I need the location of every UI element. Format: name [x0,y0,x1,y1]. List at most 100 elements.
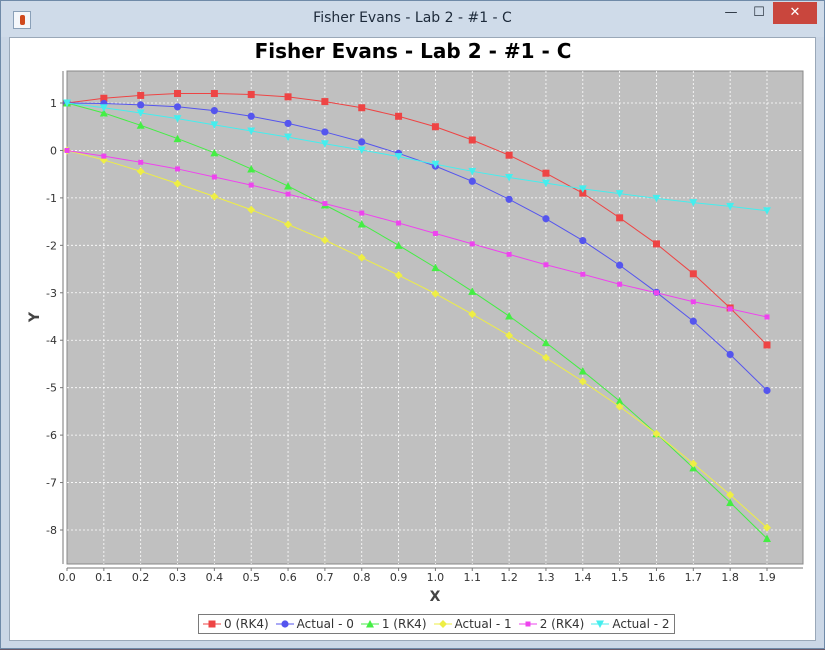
data-point [615,396,624,405]
series-line [66,102,768,212]
data-point [284,182,293,190]
data-point [543,262,549,268]
data-point [578,377,587,386]
x-tick-label: 0.3 [169,571,187,584]
legend-item: Actual - 2 [591,617,670,631]
y-tick-label: 0 [50,144,57,157]
data-point [468,287,477,295]
data-point [615,190,624,198]
data-point [284,93,292,101]
data-point [247,164,256,173]
data-point [652,429,661,438]
java-app-icon[interactable] [13,11,31,29]
legend-swatch [203,620,221,628]
data-point [99,104,108,112]
data-point [248,182,254,188]
data-point [395,112,403,120]
y-tick-label: -7 [46,477,57,490]
series-line [66,102,768,391]
data-point [210,121,219,129]
close-button[interactable]: ✕ [773,2,817,24]
legend-label: Actual - 2 [612,617,670,631]
data-point [578,367,587,375]
data-point [505,151,513,159]
data-point [579,236,587,245]
data-point [468,136,476,144]
data-point [174,90,182,98]
data-point [320,236,329,245]
data-point [617,281,623,287]
legend-swatch-marker [525,621,531,627]
data-point [175,166,181,172]
legend-swatch-marker [438,620,447,628]
series-5 [64,147,770,320]
series-line [66,149,768,318]
data-point [505,195,513,203]
data-point [690,299,696,305]
data-point [138,159,144,165]
x-tick-label: 1.9 [758,571,776,584]
data-point [247,127,256,135]
data-point [247,90,255,98]
data-point [431,289,440,298]
legend-label: Actual - 1 [454,617,512,631]
data-point [322,201,328,207]
data-point [284,133,293,142]
data-point [64,147,70,153]
series-line [66,102,768,539]
x-tick-label: 1.4 [574,571,592,584]
data-point [653,290,659,296]
legend-item: Actual - 1 [433,617,512,631]
legend-swatch [518,621,537,627]
series-4 [63,146,771,532]
x-tick-label: 1.0 [427,571,445,584]
data-point [505,312,514,320]
data-point [396,220,402,226]
y-axis-label: Y [27,311,43,323]
data-point [727,306,733,312]
y-tick-label: -4 [46,334,57,347]
data-point [431,160,440,169]
legend-swatch [433,620,452,628]
data-point [541,179,550,188]
data-point [100,94,108,102]
data-point [173,103,182,111]
data-point [136,121,145,129]
data-point [284,119,292,128]
data-point [211,174,217,180]
legend-swatch-marker [365,620,374,628]
data-point [726,498,735,506]
data-point [689,199,698,207]
data-point [136,109,145,117]
data-point [763,386,771,395]
data-point [763,207,771,215]
maximize-button[interactable]: ☐ [753,5,765,20]
x-tick-label: 0.1 [95,571,113,584]
data-point [469,241,475,247]
data-point [173,179,182,188]
data-point [173,115,182,123]
y-tick-label: -8 [46,524,57,537]
data-point [689,270,697,278]
legend-swatch-marker [208,620,216,628]
x-tick-label: 0.7 [316,571,334,584]
data-point [689,317,697,325]
x-tick-label: 1.1 [464,571,482,584]
data-point [357,146,366,154]
x-tick-label: 0.8 [353,571,371,584]
x-axis-label: X [430,589,441,605]
title-bar[interactable]: Fisher Evans - Lab 2 - #1 - C — ☐ ✕ [1,1,824,37]
data-point [506,251,512,257]
legend-label: 1 (RK4) [381,617,427,631]
x-tick-label: 1.8 [721,571,739,584]
x-tick-label: 0.9 [390,571,408,584]
x-tick-label: 1.6 [648,571,666,584]
chart-legend: 0 (RK4) Actual - 0 1 (RK4) Actual - 1 2 (RK4… [198,614,675,634]
legend-swatch [360,620,379,628]
data-point [394,271,403,280]
data-point [359,210,365,216]
legend-swatch [591,620,610,628]
data-point [652,240,660,248]
minimize-button[interactable]: — [724,5,738,20]
